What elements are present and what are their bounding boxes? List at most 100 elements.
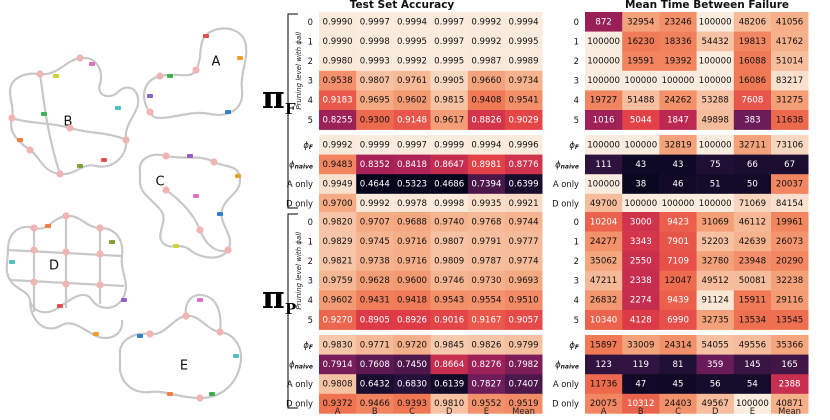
accuracy-value: 0.9745	[360, 237, 390, 247]
mtbf-cell	[733, 270, 772, 291]
mtbf-value: 7608	[741, 96, 763, 106]
accuracy-value: 0.6432	[360, 380, 390, 390]
accuracy-value: 0.7982	[509, 360, 539, 370]
mtbf-cell	[733, 251, 772, 272]
track-car	[167, 74, 173, 78]
mtbf-value: 49700	[590, 199, 617, 209]
accuracy-cell	[393, 310, 431, 330]
accuracy-cell	[430, 135, 469, 155]
mtbf-value: 2274	[630, 296, 652, 306]
track-label-d: D	[49, 259, 59, 274]
accuracy-value: 0.9777	[509, 237, 539, 247]
accuracy-cell	[430, 12, 469, 32]
mtbf-value: 19727	[590, 96, 617, 106]
row-label-mtbf: 2	[574, 56, 579, 66]
column-label-mtbf: Mean	[778, 406, 801, 416]
mtbf-value: 2338	[630, 276, 652, 286]
mtbf-value: 10340	[590, 315, 617, 325]
track-node	[30, 224, 38, 232]
accuracy-cell	[430, 393, 469, 414]
accuracy-cell	[319, 251, 357, 272]
accuracy-cell	[319, 354, 357, 375]
accuracy-cell	[430, 231, 469, 252]
mtbf-cell	[622, 354, 660, 375]
mtbf-cell	[771, 154, 809, 175]
accuracy-cell	[393, 393, 431, 414]
row-label: A only	[287, 179, 313, 189]
panel-title-accuracy: Test Set Accuracy	[350, 0, 455, 11]
mtbf-cell	[696, 12, 735, 32]
accuracy-cell	[393, 110, 431, 130]
mtbf-cell	[585, 193, 623, 214]
mtbf-value: 16230	[627, 37, 654, 47]
row-label: 3	[308, 76, 313, 86]
mtbf-cell	[696, 135, 735, 155]
accuracy-cell	[467, 193, 506, 214]
mtbf-value: 50081	[739, 276, 766, 286]
row-label: 2	[308, 56, 313, 66]
accuracy-value: 0.9994	[397, 17, 427, 27]
accuracy-cell	[319, 212, 357, 232]
track-b: B	[8, 56, 140, 176]
mtbf-cell	[733, 154, 772, 175]
mtbf-cell	[659, 12, 697, 32]
row-label-mtbf: 4	[574, 295, 579, 305]
accuracy-value: 0.9744	[509, 217, 539, 227]
accuracy-cell	[319, 393, 357, 414]
mtbf-value: 73106	[776, 140, 803, 150]
accuracy-cell	[319, 270, 357, 291]
track-car	[57, 304, 63, 308]
accuracy-cell	[319, 135, 357, 155]
accuracy-value: 0.9980	[323, 57, 353, 67]
accuracy-value: 0.9418	[397, 296, 427, 306]
accuracy-cell	[467, 290, 506, 311]
accuracy-cell	[319, 193, 357, 214]
column-label-accuracy: B	[372, 406, 378, 416]
mtbf-value: 11638	[776, 115, 803, 125]
mtbf-cell	[771, 354, 809, 375]
mtbf-value: 100000	[662, 199, 695, 209]
mtbf-cell	[771, 174, 809, 195]
group-bracket	[287, 213, 298, 409]
accuracy-value: 0.7827	[471, 380, 501, 390]
mtbf-cell	[659, 135, 697, 155]
row-label-mtbf: 3	[574, 276, 579, 286]
track-node	[30, 246, 38, 254]
track-node	[62, 248, 70, 256]
accuracy-value: 0.9905	[434, 76, 464, 86]
accuracy-value: 0.9738	[360, 257, 390, 267]
panel-title-mtbf: Mean Time Between Failure	[625, 0, 789, 11]
track-car	[17, 138, 23, 142]
mtbf-value: 11736	[590, 380, 617, 390]
accuracy-cell	[356, 290, 394, 311]
accuracy-cell	[356, 193, 394, 214]
mtbf-cell	[733, 110, 772, 130]
accuracy-cell	[319, 70, 357, 91]
mtbf-cell	[659, 110, 697, 130]
accuracy-value: 0.9466	[360, 399, 390, 409]
accuracy-value: 0.9820	[323, 217, 353, 227]
accuracy-value: 0.9978	[397, 199, 427, 209]
track-car	[233, 354, 239, 358]
mtbf-cell	[622, 174, 660, 195]
accuracy-cell	[393, 154, 431, 175]
track-node	[26, 146, 34, 154]
policy-symbol: π	[262, 80, 285, 116]
accuracy-cell	[319, 310, 357, 330]
mtbf-cell	[585, 135, 623, 155]
mtbf-value: 53288	[702, 96, 729, 106]
track-car	[173, 244, 179, 248]
mtbf-cell	[696, 174, 735, 195]
accuracy-value: 0.9815	[434, 96, 464, 106]
mtbf-value: 43	[635, 160, 646, 170]
accuracy-cell	[467, 310, 506, 330]
mtbf-value: 15897	[590, 340, 617, 350]
row-label: ϕF	[303, 140, 314, 151]
mtbf-value: 43	[673, 160, 684, 170]
track-node	[196, 226, 204, 234]
row-label-mtbf: ϕF	[569, 340, 580, 351]
accuracy-cell	[319, 31, 357, 52]
accuracy-value: 0.9408	[471, 96, 501, 106]
track-node	[30, 278, 38, 286]
track-car	[121, 298, 127, 302]
